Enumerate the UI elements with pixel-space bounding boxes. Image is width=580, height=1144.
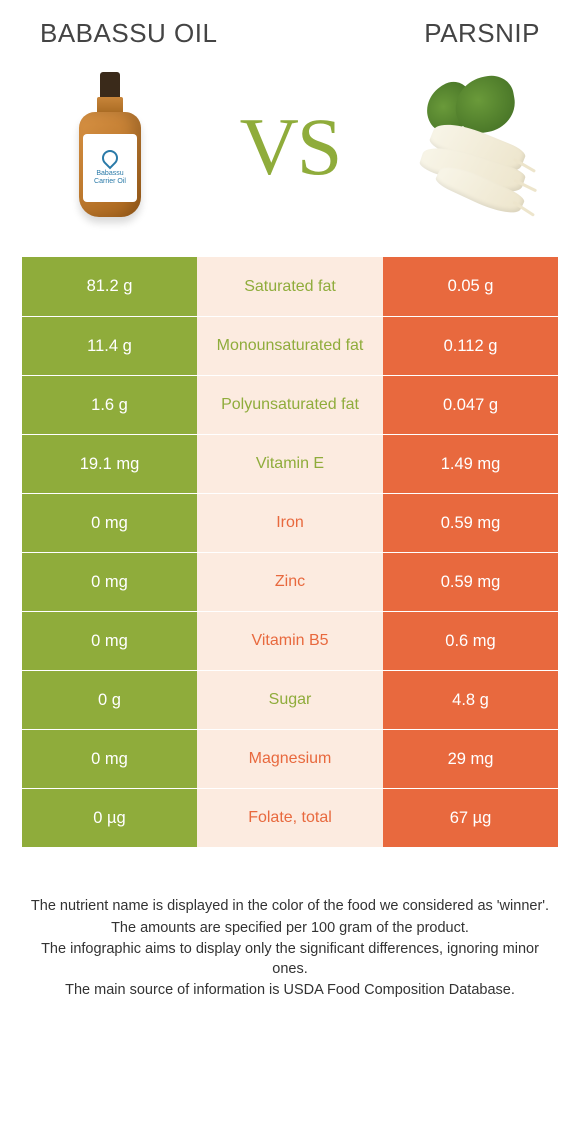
right-food-image [400, 62, 540, 232]
left-value: 11.4 g [22, 317, 197, 375]
nutrient-label: Saturated fat [197, 257, 383, 316]
header: Babassu oil Parsnip [0, 0, 580, 57]
right-value: 0.047 g [383, 376, 558, 434]
right-value: 67 µg [383, 789, 558, 847]
footnote-line: The nutrient name is displayed in the co… [30, 897, 550, 917]
bottle-label-line2: Carrier Oil [94, 178, 126, 186]
nutrient-label: Folate, total [197, 789, 383, 847]
nutrient-label: Zinc [197, 553, 383, 611]
right-value: 0.59 mg [383, 494, 558, 552]
hero-row: Babassu Carrier Oil VS [0, 57, 580, 257]
left-value: 19.1 mg [22, 435, 197, 493]
nutrient-label: Vitamin E [197, 435, 383, 493]
left-value: 1.6 g [22, 376, 197, 434]
left-value: 0 mg [22, 553, 197, 611]
right-food-title: Parsnip [424, 18, 540, 49]
table-row: 0 gSugar4.8 g [22, 670, 558, 729]
right-value: 0.05 g [383, 257, 558, 316]
nutrient-label: Polyunsaturated fat [197, 376, 383, 434]
left-value: 0 µg [22, 789, 197, 847]
oil-bottle-icon: Babassu Carrier Oil [75, 72, 145, 222]
nutrient-label: Sugar [197, 671, 383, 729]
footnotes: The nutrient name is displayed in the co… [0, 847, 580, 1001]
footnote-line: The main source of information is USDA F… [30, 981, 550, 1001]
nutrient-label: Vitamin B5 [197, 612, 383, 670]
table-row: 1.6 gPolyunsaturated fat0.047 g [22, 375, 558, 434]
vs-text: VS [240, 100, 341, 194]
parsnip-icon [400, 77, 540, 217]
right-value: 29 mg [383, 730, 558, 788]
comparison-table: 81.2 gSaturated fat0.05 g11.4 gMonounsat… [0, 257, 580, 847]
table-row: 0 mgMagnesium29 mg [22, 729, 558, 788]
left-value: 0 mg [22, 612, 197, 670]
table-row: 81.2 gSaturated fat0.05 g [22, 257, 558, 316]
footnote-line: The amounts are specified per 100 gram o… [30, 919, 550, 939]
left-food-title: Babassu oil [40, 18, 217, 49]
left-value: 0 mg [22, 730, 197, 788]
nutrient-label: Magnesium [197, 730, 383, 788]
left-food-image: Babassu Carrier Oil [40, 62, 180, 232]
table-row: 19.1 mgVitamin E1.49 mg [22, 434, 558, 493]
right-value: 4.8 g [383, 671, 558, 729]
footnote-line: The infographic aims to display only the… [30, 940, 550, 979]
left-value: 0 mg [22, 494, 197, 552]
table-row: 0 mgVitamin B50.6 mg [22, 611, 558, 670]
left-value: 81.2 g [22, 257, 197, 316]
bottle-label-line1: Babassu [96, 170, 123, 178]
right-value: 0.112 g [383, 317, 558, 375]
table-row: 11.4 gMonounsaturated fat0.112 g [22, 316, 558, 375]
right-value: 1.49 mg [383, 435, 558, 493]
table-row: 0 mgZinc0.59 mg [22, 552, 558, 611]
nutrient-label: Monounsaturated fat [197, 317, 383, 375]
left-value: 0 g [22, 671, 197, 729]
table-row: 0 mgIron0.59 mg [22, 493, 558, 552]
table-row: 0 µgFolate, total67 µg [22, 788, 558, 847]
right-value: 0.6 mg [383, 612, 558, 670]
nutrient-label: Iron [197, 494, 383, 552]
right-value: 0.59 mg [383, 553, 558, 611]
